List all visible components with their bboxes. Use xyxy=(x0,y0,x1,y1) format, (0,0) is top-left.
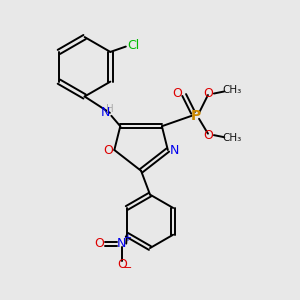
Text: O: O xyxy=(103,143,113,157)
Text: CH₃: CH₃ xyxy=(223,134,242,143)
Text: O: O xyxy=(203,87,213,100)
Text: N: N xyxy=(117,237,127,250)
Text: O: O xyxy=(173,87,183,100)
Text: O: O xyxy=(94,237,104,250)
Text: −: − xyxy=(122,263,132,273)
Text: N: N xyxy=(101,106,110,119)
Text: N: N xyxy=(170,143,179,157)
Text: +: + xyxy=(123,233,131,243)
Text: Cl: Cl xyxy=(127,39,139,52)
Text: O: O xyxy=(203,129,213,142)
Text: O: O xyxy=(117,258,127,271)
Text: H: H xyxy=(106,104,114,114)
Text: CH₃: CH₃ xyxy=(223,85,242,95)
Text: P: P xyxy=(191,109,201,123)
